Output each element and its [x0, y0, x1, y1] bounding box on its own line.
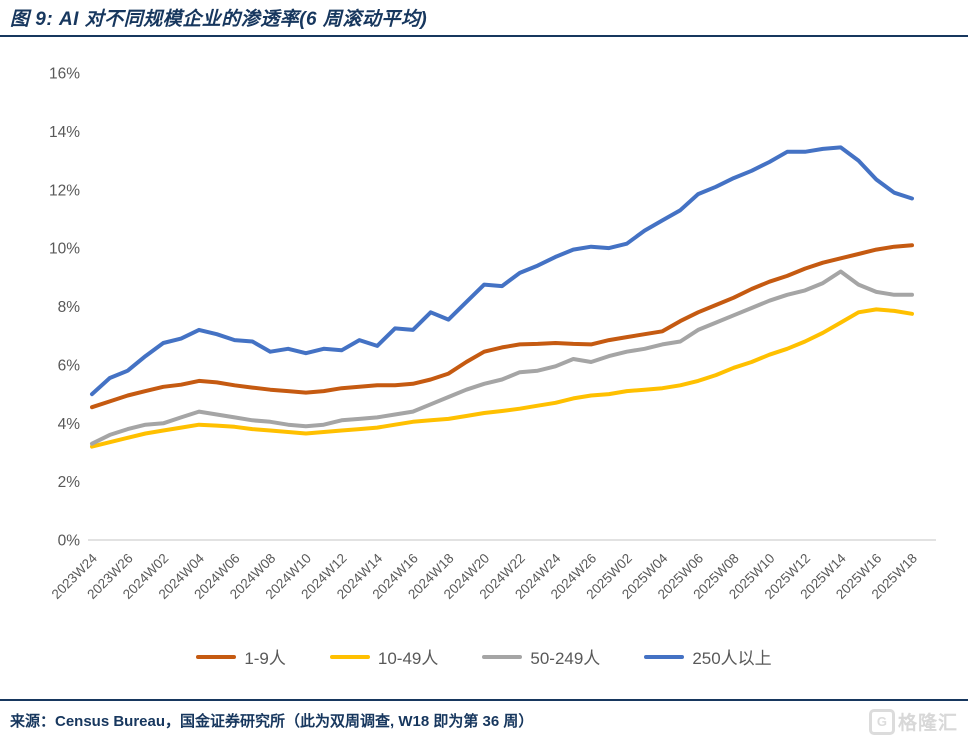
footer-divider — [0, 699, 968, 701]
legend-item-50-249: 50-249人 — [482, 644, 600, 669]
line-chart: 0%2%4%6%8%10%12%14%16%2023W242023W262024… — [49, 66, 936, 602]
series-line-10-49人 — [90, 307, 914, 449]
y-axis-tick-label: 4% — [58, 416, 81, 433]
legend-swatch-250plus — [644, 654, 685, 659]
legend-swatch-50-249 — [482, 654, 523, 659]
legend-label-1-9: 1-9人 — [244, 649, 286, 668]
legend-label-10-49: 10-49人 — [377, 649, 439, 668]
gelonghui-logo: G 格隆汇 — [868, 708, 958, 735]
y-axis-tick-label: 2% — [58, 474, 81, 491]
legend-label-50-249: 50-249人 — [530, 649, 601, 668]
legend-label-250plus: 250人以上 — [692, 649, 772, 668]
y-axis-tick-label: 6% — [58, 357, 81, 374]
y-axis-tick-label: 8% — [58, 299, 81, 316]
legend-item-10-49: 10-49人 — [329, 644, 439, 669]
series-line-250人以上 — [90, 145, 914, 397]
gelonghui-logo-text: 格隆汇 — [897, 713, 958, 734]
y-axis-tick-label: 10% — [49, 241, 80, 258]
chart-legend: 1-9人 10-49人 50-249人 250人以上 — [0, 644, 968, 669]
legend-swatch-1-9 — [196, 654, 237, 659]
y-axis-tick-label: 0% — [58, 533, 81, 550]
legend-swatch-10-49 — [329, 654, 370, 659]
y-axis-tick-label: 16% — [49, 66, 80, 83]
y-axis-tick-label: 14% — [49, 124, 80, 141]
series-line-50-249人 — [90, 269, 914, 446]
series-line-1-9人 — [90, 243, 914, 410]
y-axis-tick-label: 12% — [49, 182, 80, 199]
legend-item-250plus: 250人以上 — [644, 644, 772, 669]
title-divider — [0, 35, 968, 37]
legend-item-1-9: 1-9人 — [196, 644, 286, 669]
gelonghui-logo-icon: G — [868, 708, 895, 735]
source-text: 来源：Census Bureau，国金证券研究所（此为双周调查, W18 即为第… — [10, 713, 534, 730]
page-title: 图 9: AI 对不同规模企业的渗透率(6 周滚动平均) — [10, 9, 428, 30]
